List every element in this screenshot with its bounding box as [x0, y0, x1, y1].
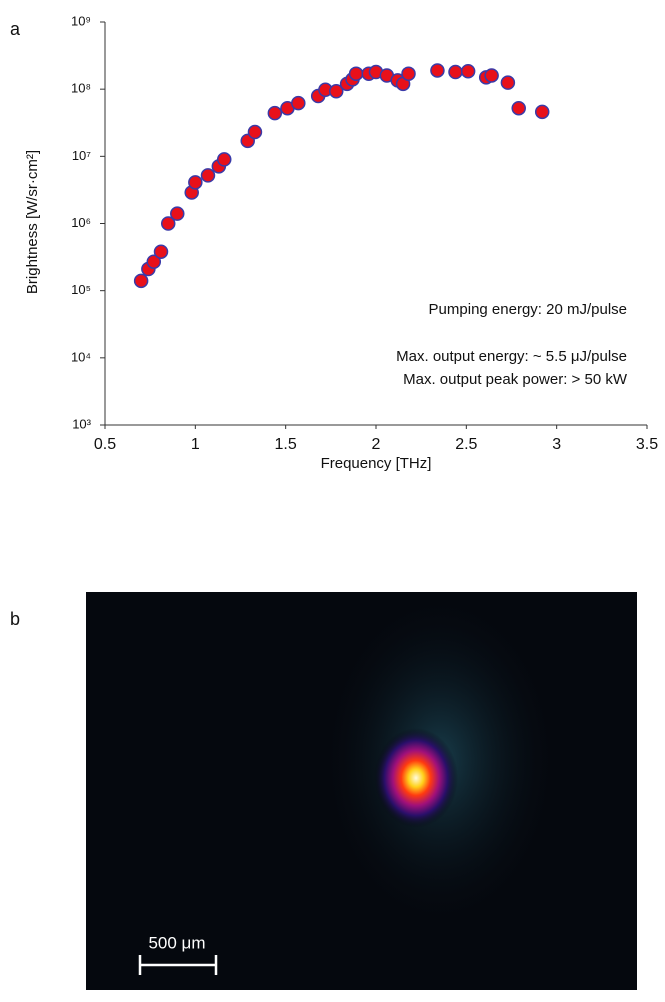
data-point [511, 100, 526, 116]
data-point [247, 124, 263, 140]
data-point [460, 63, 476, 79]
data-point [500, 75, 516, 90]
data-point [133, 273, 149, 289]
x-tick-label: 2 [372, 436, 381, 453]
scale-bar [138, 955, 218, 975]
data-point [153, 244, 169, 259]
data-point [291, 95, 306, 111]
panel-label: b [10, 609, 20, 629]
annotation: Max. output energy: ~ 5.5 μJ/pulse [396, 348, 627, 365]
x-tick-label: 3 [552, 436, 561, 453]
y-axis-label: Brightness [W/sr·cm²] [24, 150, 41, 294]
data-point [430, 63, 445, 78]
y-tick-label: 10⁷ [72, 148, 91, 163]
x-tick-label: 1 [191, 436, 200, 453]
x-tick-label: 1.5 [275, 436, 297, 453]
data-point [329, 84, 344, 99]
panel-label: a [10, 19, 21, 39]
y-tick-label: 10⁴ [71, 349, 91, 364]
x-tick-label: 3.5 [636, 436, 658, 453]
data-point [534, 104, 550, 120]
annotation: Max. output peak power: > 50 kW [403, 371, 628, 388]
beam-spot [374, 728, 458, 828]
annotation: Pumping energy: 20 mJ/pulse [429, 301, 627, 318]
x-axis-label: Frequency [THz] [321, 455, 432, 472]
data-point [188, 175, 203, 190]
data-point [448, 64, 463, 80]
y-tick-label: 10⁶ [71, 215, 91, 230]
data-point [146, 254, 162, 269]
data-point [267, 105, 283, 121]
data-point [170, 206, 185, 221]
y-tick-label: 10⁹ [71, 13, 91, 28]
y-tick-label: 10³ [72, 416, 91, 431]
scale-bar-label: 500 μm [148, 933, 205, 952]
y-tick-label: 10⁸ [71, 81, 91, 96]
data-point [348, 66, 364, 81]
x-tick-label: 2.5 [455, 436, 477, 453]
data-point [484, 68, 499, 83]
data-point [401, 66, 416, 81]
data-point [216, 152, 232, 167]
y-tick-label: 10⁵ [71, 282, 91, 297]
x-tick-label: 0.5 [94, 436, 116, 453]
data-point [200, 168, 216, 183]
data-point [160, 216, 176, 231]
